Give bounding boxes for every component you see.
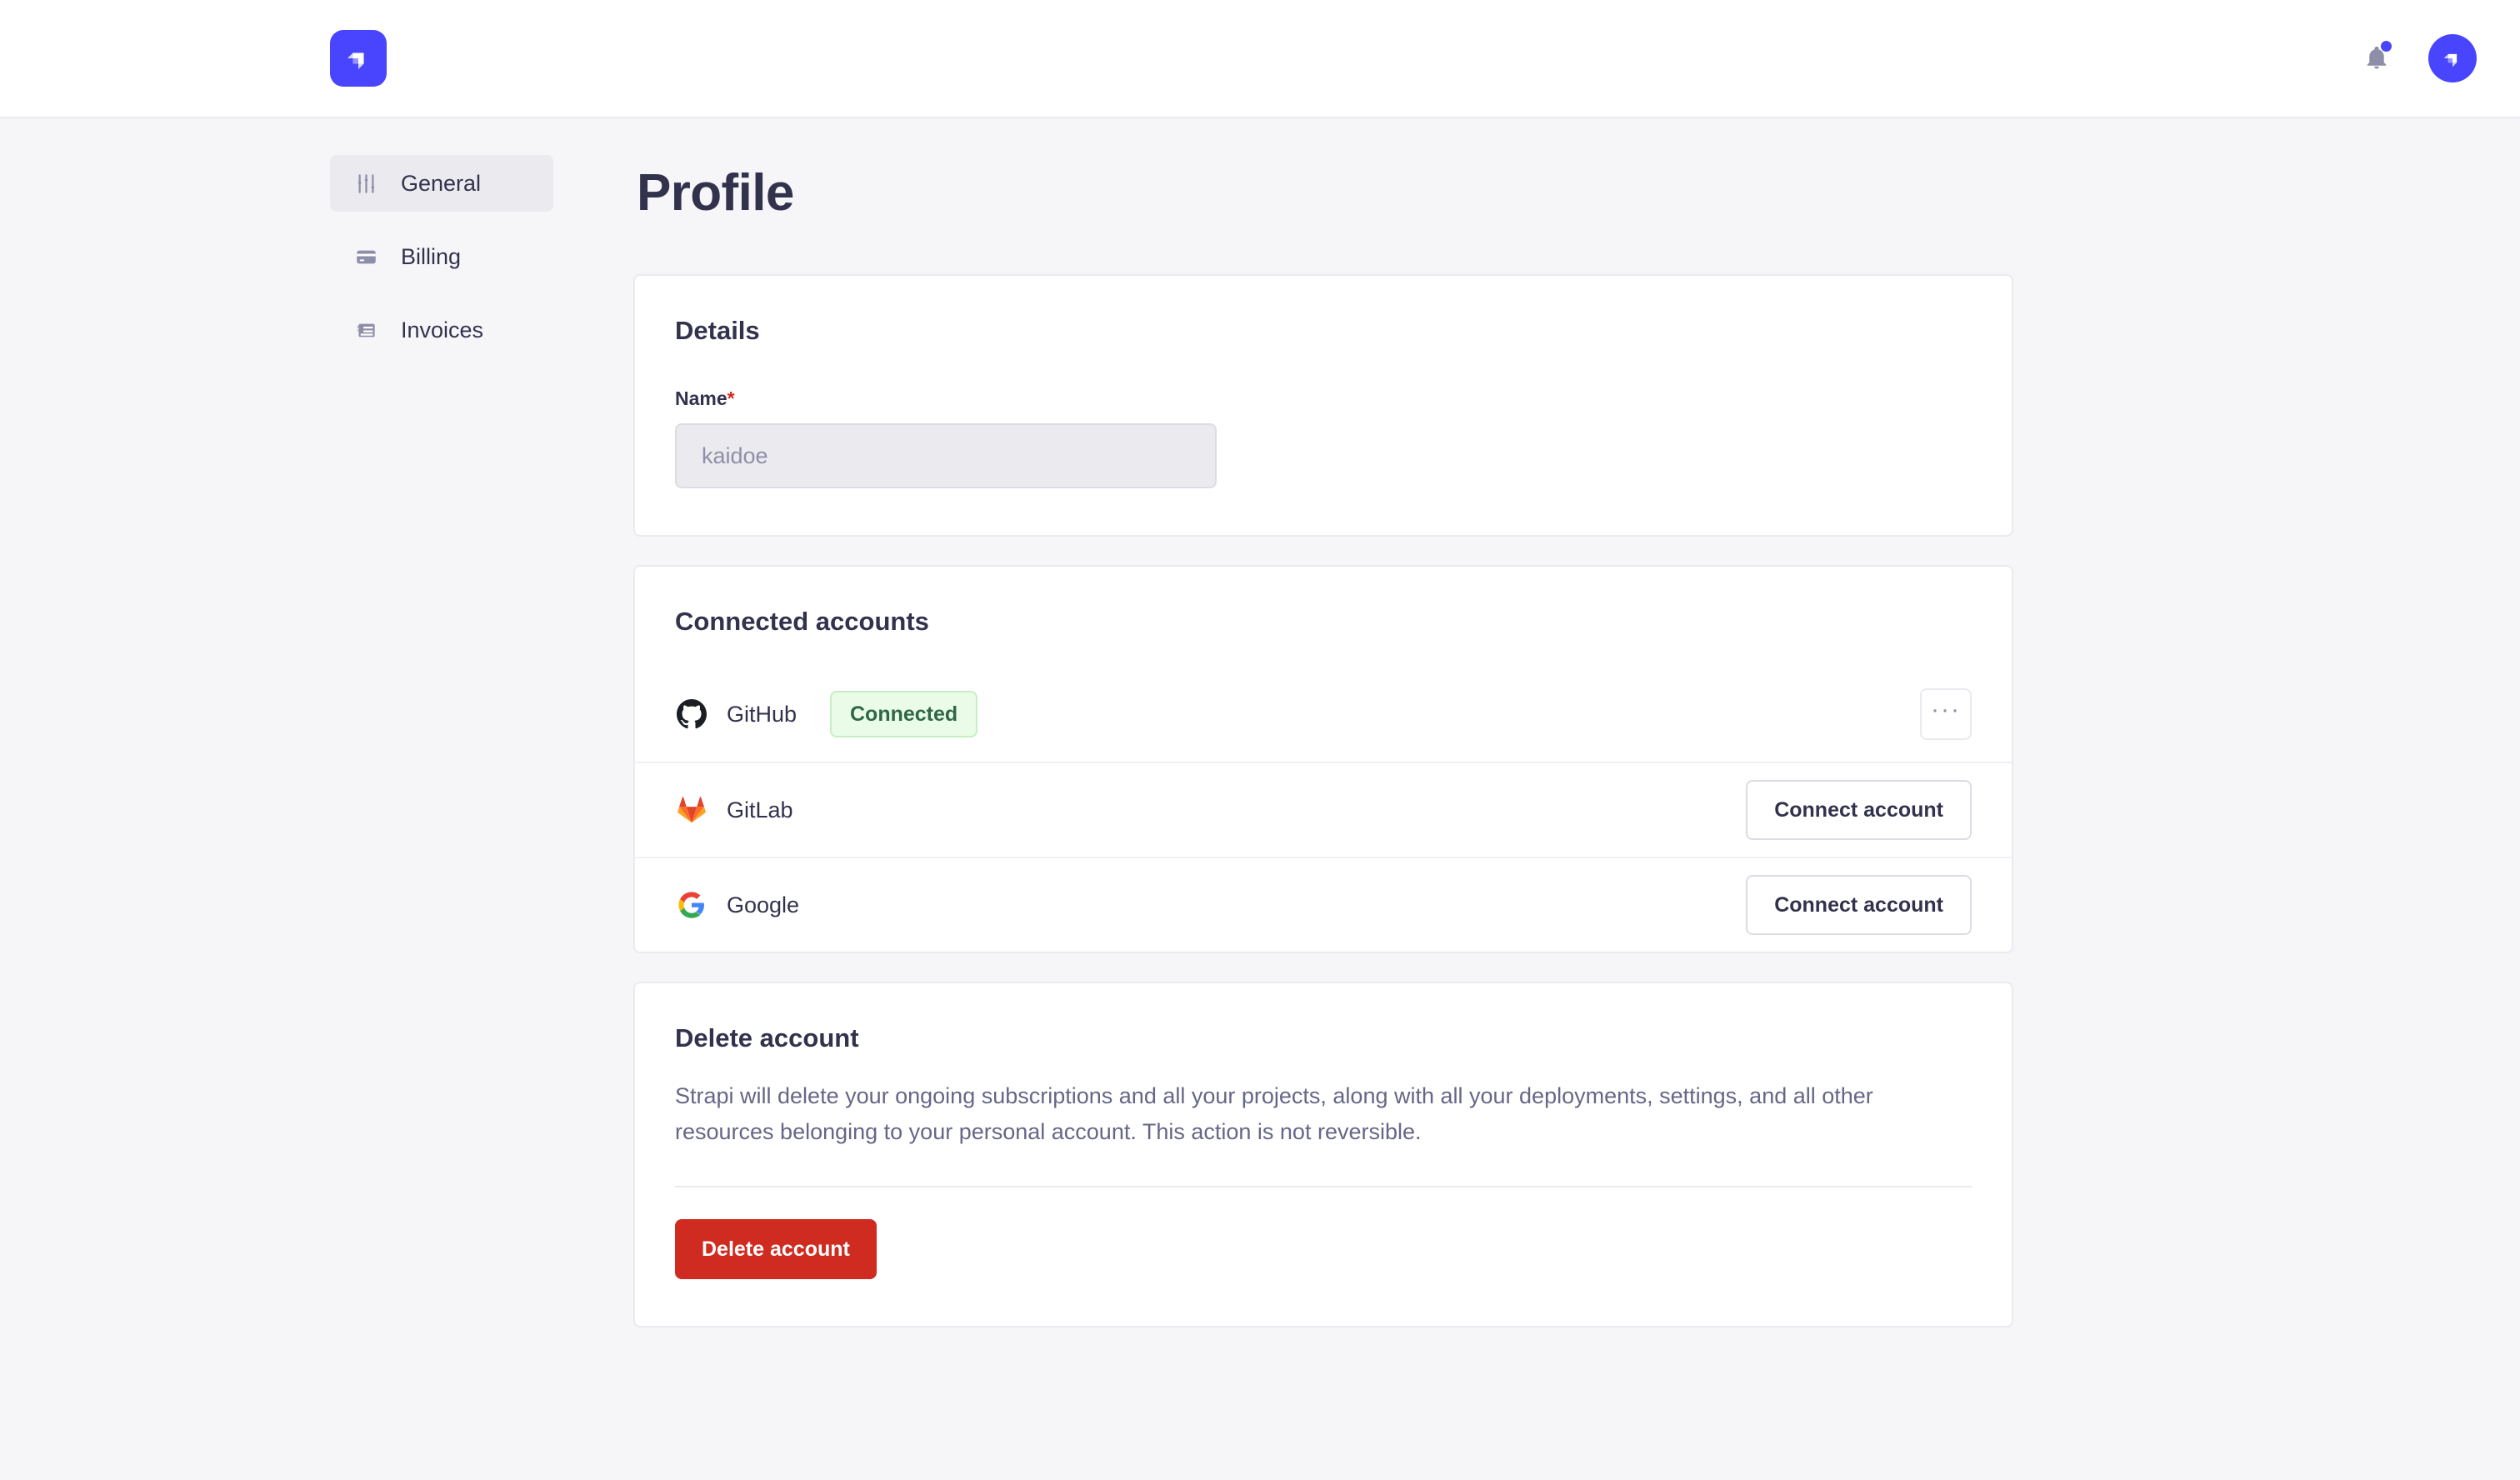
provider-github: GitHub — [675, 698, 830, 731]
google-icon — [675, 888, 708, 922]
details-card-title: Details — [675, 316, 760, 345]
provider-google: Google — [675, 888, 830, 922]
required-marker: * — [727, 388, 735, 409]
provider-name: Google — [727, 892, 800, 918]
sidebar-item-billing[interactable]: Billing — [330, 228, 553, 285]
sidebar-item-label: Invoices — [401, 317, 484, 342]
sidebar-item-label: General — [401, 170, 482, 196]
avatar-logo-glyph — [2443, 53, 2458, 68]
bell-icon — [2367, 46, 2387, 69]
delete-account-title: Delete account — [675, 1023, 859, 1052]
gitlab-icon — [675, 793, 708, 827]
svg-text:$: $ — [357, 324, 362, 333]
provider-gitlab: GitLab — [675, 793, 830, 827]
header-actions — [2358, 34, 2477, 82]
notifications-button[interactable] — [2358, 40, 2395, 77]
strapi-logo-glyph — [347, 52, 364, 70]
user-avatar-icon[interactable] — [2428, 34, 2477, 82]
delete-account-card: Delete account Strapi will delete your o… — [633, 982, 2013, 1328]
sidebar-item-label: Billing — [401, 243, 462, 269]
more-options-button[interactable]: ··· — [1920, 688, 1972, 740]
divider — [675, 1186, 1972, 1188]
main-content: Profile Details Name* Connected accounts — [633, 155, 2013, 1356]
account-row-github: GitHub Connected ··· — [635, 667, 2012, 762]
sliders-icon — [353, 171, 379, 197]
sidebar-item-general[interactable]: General — [330, 155, 553, 212]
delete-account-button[interactable]: Delete account — [675, 1219, 877, 1280]
status-badge: Connected — [830, 691, 978, 738]
name-field-label: Name* — [675, 388, 1972, 410]
account-row-google: Google Connect account — [635, 857, 2012, 952]
credit-card-icon — [353, 244, 379, 270]
connect-account-button[interactable]: Connect account — [1746, 875, 1972, 935]
account-row-gitlab: GitLab Connect account — [635, 762, 2012, 857]
connected-accounts-card: Connected accounts GitHub Connected ··· — [633, 565, 2013, 953]
notification-dot — [2381, 41, 2392, 52]
github-icon — [675, 698, 708, 731]
settings-sidebar: General Billing $ — [330, 155, 553, 1356]
name-label-text: Name — [675, 388, 728, 409]
provider-name: GitHub — [727, 701, 798, 727]
page-title: Profile — [637, 164, 794, 222]
connect-account-button[interactable]: Connect account — [1746, 780, 1972, 840]
delete-account-description: Strapi will delete your ongoing subscrip… — [675, 1083, 1873, 1144]
strapi-logo-icon[interactable] — [330, 30, 387, 87]
name-input[interactable] — [675, 423, 1217, 488]
top-header-bar — [0, 0, 2520, 118]
receipt-icon: $ — [353, 318, 379, 343]
connected-accounts-title: Connected accounts — [675, 607, 929, 636]
sidebar-item-invoices[interactable]: $ Invoices — [330, 302, 553, 358]
details-card: Details Name* — [633, 274, 2013, 537]
provider-name: GitLab — [727, 797, 793, 822]
page-body: General Billing $ — [0, 118, 2520, 1356]
